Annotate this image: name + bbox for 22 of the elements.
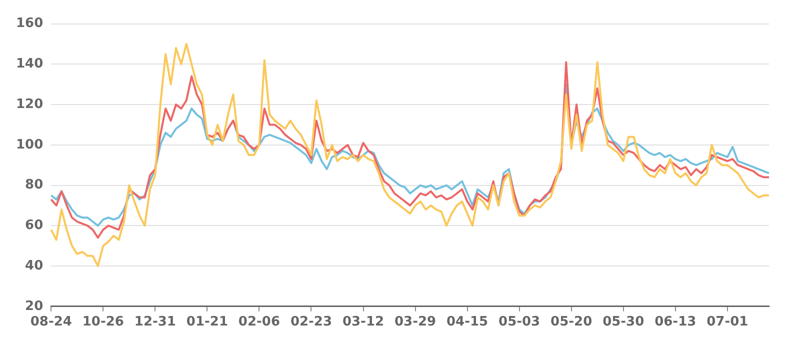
x-tick-label: 05-20 xyxy=(550,314,592,330)
x-tick-label: 04-15 xyxy=(446,314,488,330)
x-tick-label: 12-31 xyxy=(134,314,176,330)
y-tick-label: 40 xyxy=(25,258,44,274)
x-tick-label: 10-26 xyxy=(82,314,124,330)
x-tick-label: 01-21 xyxy=(186,314,228,330)
y-tick-label: 80 xyxy=(25,178,44,193)
x-tick-label: 03-12 xyxy=(342,314,384,330)
y-tick-label: 140 xyxy=(16,56,44,72)
x-tick-label: 08-24 xyxy=(30,314,72,330)
y-tick-label: 60 xyxy=(25,218,44,234)
x-tick-label: 02-23 xyxy=(290,314,332,330)
y-tick-label: 120 xyxy=(16,96,44,112)
x-tick-label: 07-01 xyxy=(706,314,748,330)
y-tick-label: 160 xyxy=(16,16,44,32)
x-tick-label: 02-06 xyxy=(238,314,280,330)
y-tick-label: 20 xyxy=(25,298,44,314)
x-tick-label: 05-03 xyxy=(498,314,540,330)
y-tick-label: 100 xyxy=(16,137,44,152)
x-tick-label: 05-30 xyxy=(602,314,644,330)
x-tick-label: 03-29 xyxy=(394,314,436,330)
x-tick-label: 06-13 xyxy=(654,314,696,330)
